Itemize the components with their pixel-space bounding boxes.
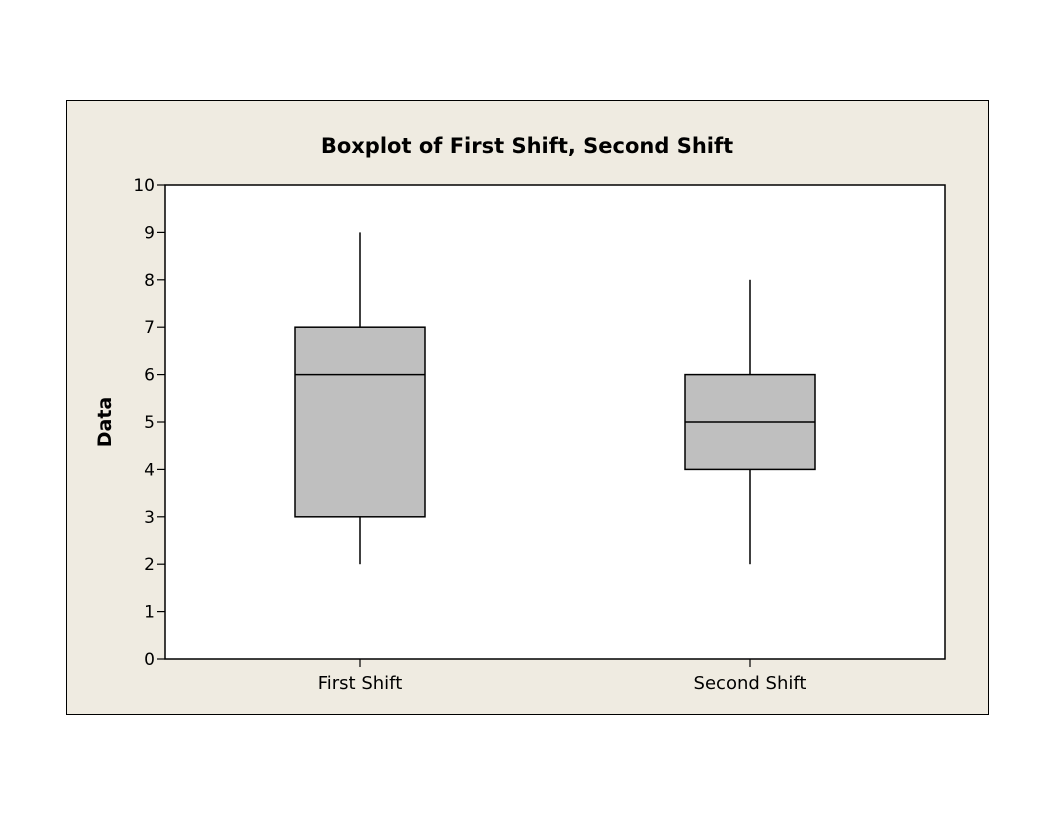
- y-tick-label-2: 2: [144, 555, 155, 575]
- y-tick-label-9: 9: [144, 223, 155, 243]
- y-tick-label-8: 8: [144, 271, 155, 291]
- y-tick-label-1: 1: [144, 603, 155, 623]
- x-tick-label-first-shift: First Shift: [318, 673, 403, 694]
- box-first-shift: [294, 232, 426, 565]
- y-tick-label-5: 5: [144, 413, 155, 433]
- y-tick-label-3: 3: [144, 508, 155, 528]
- y-tick-label-10: 10: [133, 176, 155, 196]
- y-tick-label-0: 0: [144, 650, 155, 670]
- boxes-group: [294, 232, 816, 565]
- y-tick-label-6: 6: [144, 366, 155, 386]
- y-tick-label-7: 7: [144, 318, 155, 338]
- x-axis: First Shift Second Shift: [318, 659, 807, 694]
- chart-title: Boxplot of First Shift, Second Shift: [321, 134, 733, 158]
- iqr-box-first-shift: [294, 326, 426, 518]
- x-tick-label-second-shift: Second Shift: [694, 673, 807, 694]
- y-tick-label-4: 4: [144, 460, 155, 480]
- box-second-shift: [684, 279, 816, 565]
- y-axis: 0 1 2 3 4 5 6 7 8 9 10: [133, 176, 165, 670]
- plot-area: [164, 184, 946, 660]
- y-axis-label: Data: [94, 397, 116, 448]
